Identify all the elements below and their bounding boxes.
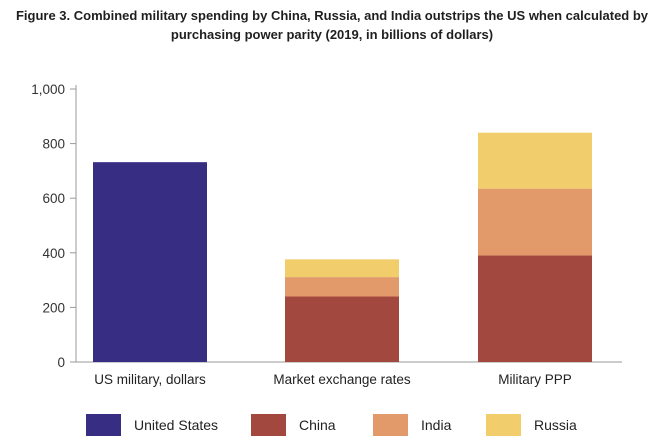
- legend-label: Russia: [534, 417, 577, 433]
- y-tick-label: 800: [42, 137, 65, 152]
- stacked-bar-chart: 0 200 400 600 800 1,000 US military, dollars Ma…: [31, 82, 622, 387]
- bar-segment-india: [285, 277, 399, 297]
- y-tick-label: 400: [42, 246, 65, 261]
- chart-title-line-2: purchasing power parity (2019, in billio…: [170, 27, 494, 42]
- x-category-label: Market exchange rates: [273, 372, 411, 387]
- legend-label: China: [299, 417, 336, 433]
- x-category-label: Military PPP: [498, 372, 572, 387]
- legend-swatch: [486, 414, 521, 436]
- legend-swatch: [373, 414, 408, 436]
- chart-title-line-1: Figure 3. Combined military spending by …: [15, 8, 649, 23]
- y-tick-label: 1,000: [31, 82, 65, 97]
- y-tick-label: 600: [42, 191, 65, 206]
- legend-item-india: India: [373, 412, 451, 438]
- bar-segment-china: [478, 255, 592, 362]
- bar-segment-russia: [478, 132, 592, 189]
- legend-label: United States: [134, 417, 219, 433]
- legend-item-russia: Russia: [486, 412, 577, 438]
- bar-segment-china: [285, 296, 399, 362]
- bar-segment-russia: [285, 259, 399, 278]
- bar-segment-united-states: [93, 162, 207, 362]
- bar-segment-india: [478, 188, 592, 256]
- y-tick-label: 200: [42, 300, 65, 315]
- legend-swatch: [86, 414, 121, 436]
- legend-item-china: China: [251, 412, 336, 438]
- chart-title: Figure 3. Combined military spending by …: [0, 6, 664, 44]
- y-tick-label: 0: [57, 355, 65, 370]
- legend-label: India: [421, 417, 452, 433]
- legend-item-united-states: United States: [86, 412, 218, 438]
- legend-swatch: [251, 414, 286, 436]
- x-category-label: US military, dollars: [94, 372, 206, 387]
- chart-legend: United States China India Russia: [0, 412, 664, 440]
